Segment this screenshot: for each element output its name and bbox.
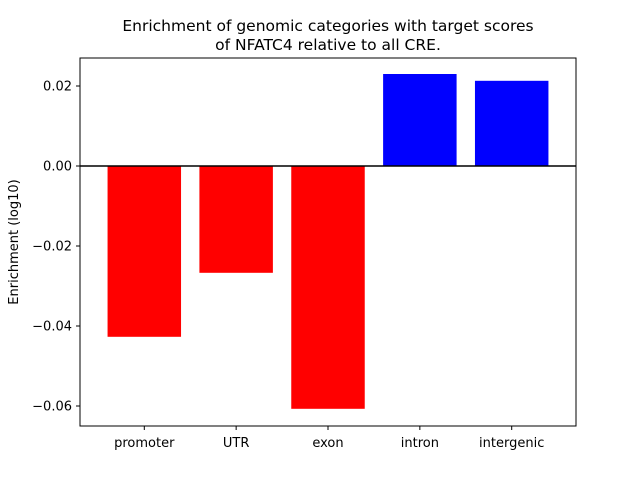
- y-tick-label: 0.00: [43, 160, 72, 175]
- bars-layer: [107, 74, 549, 409]
- x-tick-label: promoter: [114, 436, 175, 451]
- x-ticks-layer: promoter UTR exon intron intergenic: [114, 426, 544, 451]
- bar-promoter: [107, 166, 182, 337]
- x-tick-label: intron: [401, 436, 439, 451]
- chart-title-line-2: of NFATC4 relative to all CRE.: [215, 36, 441, 54]
- y-ticks-layer: 0.02 0.00 −0.02 −0.04 −0.06: [32, 80, 80, 415]
- y-tick-label: −0.04: [32, 320, 72, 335]
- bar-intron: [383, 74, 457, 166]
- y-tick-label: 0.02: [43, 80, 72, 95]
- y-axis-label: Enrichment (log10): [7, 179, 22, 304]
- y-tick-label: −0.06: [32, 400, 72, 415]
- y-tick-label: −0.02: [32, 240, 72, 255]
- chart-title-line-1: Enrichment of genomic categories with ta…: [122, 17, 533, 35]
- bar-exon: [291, 166, 365, 409]
- x-tick-label: intergenic: [479, 436, 544, 451]
- bar-intergenic: [474, 80, 549, 166]
- x-tick-label: exon: [312, 436, 343, 451]
- x-tick-label: UTR: [223, 436, 250, 451]
- bar-UTR: [199, 166, 273, 273]
